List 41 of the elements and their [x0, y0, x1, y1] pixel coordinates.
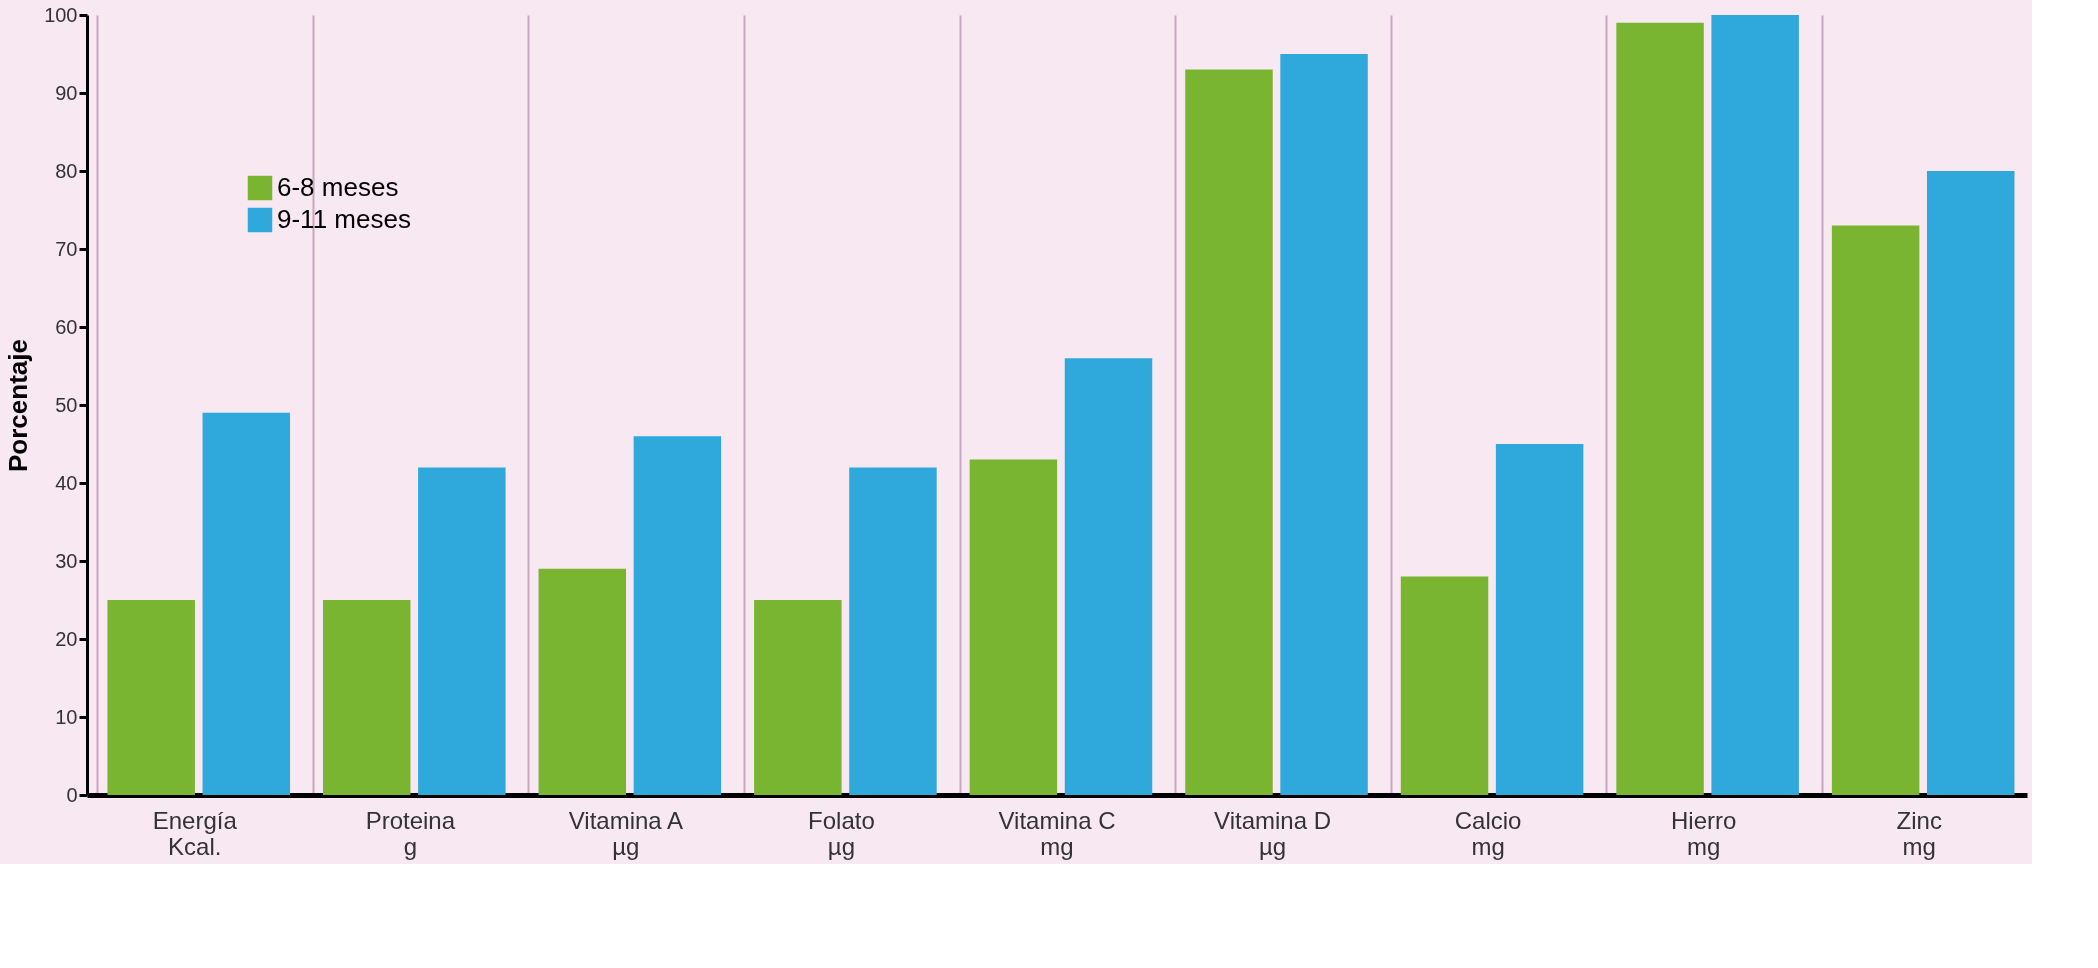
bar: [202, 412, 291, 795]
x-tick-label: Calcio mg: [1454, 806, 1522, 860]
bar: [1711, 15, 1799, 795]
x-tick-label: Zinc mg: [1896, 806, 1942, 860]
bar: [1616, 22, 1704, 795]
legend-label: 6-8 meses: [277, 172, 399, 202]
bar: [323, 600, 411, 795]
x-tick-label: Vitamina C mg: [998, 806, 1116, 860]
y-tick-label: 60: [55, 315, 78, 338]
y-tick-label: 0: [66, 783, 78, 806]
bar: [1280, 54, 1368, 795]
y-tick-label: 100: [44, 3, 78, 26]
x-tick-label: Hierro mg: [1670, 806, 1737, 860]
bar: [1831, 225, 1920, 795]
y-tick-label: 40: [55, 471, 78, 494]
bar: [107, 600, 195, 795]
y-tick-label: 50: [55, 393, 78, 416]
bar: [1926, 171, 2015, 795]
x-tick-label: Proteina g: [365, 806, 456, 860]
bar: [418, 467, 506, 795]
bar: [1400, 576, 1489, 795]
x-tick-label: Vitamina D µg: [1214, 806, 1332, 860]
bar: [849, 467, 937, 795]
bar: [633, 436, 722, 795]
y-axis-title: Porcentaje: [3, 339, 34, 472]
legend-label: 9-11 meses: [277, 204, 411, 234]
bar: [754, 600, 842, 795]
bar: [538, 568, 627, 795]
bar: [1495, 444, 1584, 795]
bar: [1064, 358, 1153, 795]
y-tick-label: 30: [55, 549, 78, 572]
x-tick-label: Folato µg: [808, 806, 875, 860]
y-tick-label: 80: [55, 159, 78, 182]
bar: [969, 459, 1058, 795]
y-tick-label: 20: [55, 627, 78, 650]
y-tick-label: 10: [55, 705, 78, 728]
x-tick-label: Vitamina A µg: [568, 806, 684, 860]
y-tick-label: 70: [55, 237, 78, 260]
x-tick-label: Energía Kcal.: [152, 806, 238, 860]
y-tick-label: 90: [55, 81, 78, 104]
bar: [1185, 69, 1273, 795]
